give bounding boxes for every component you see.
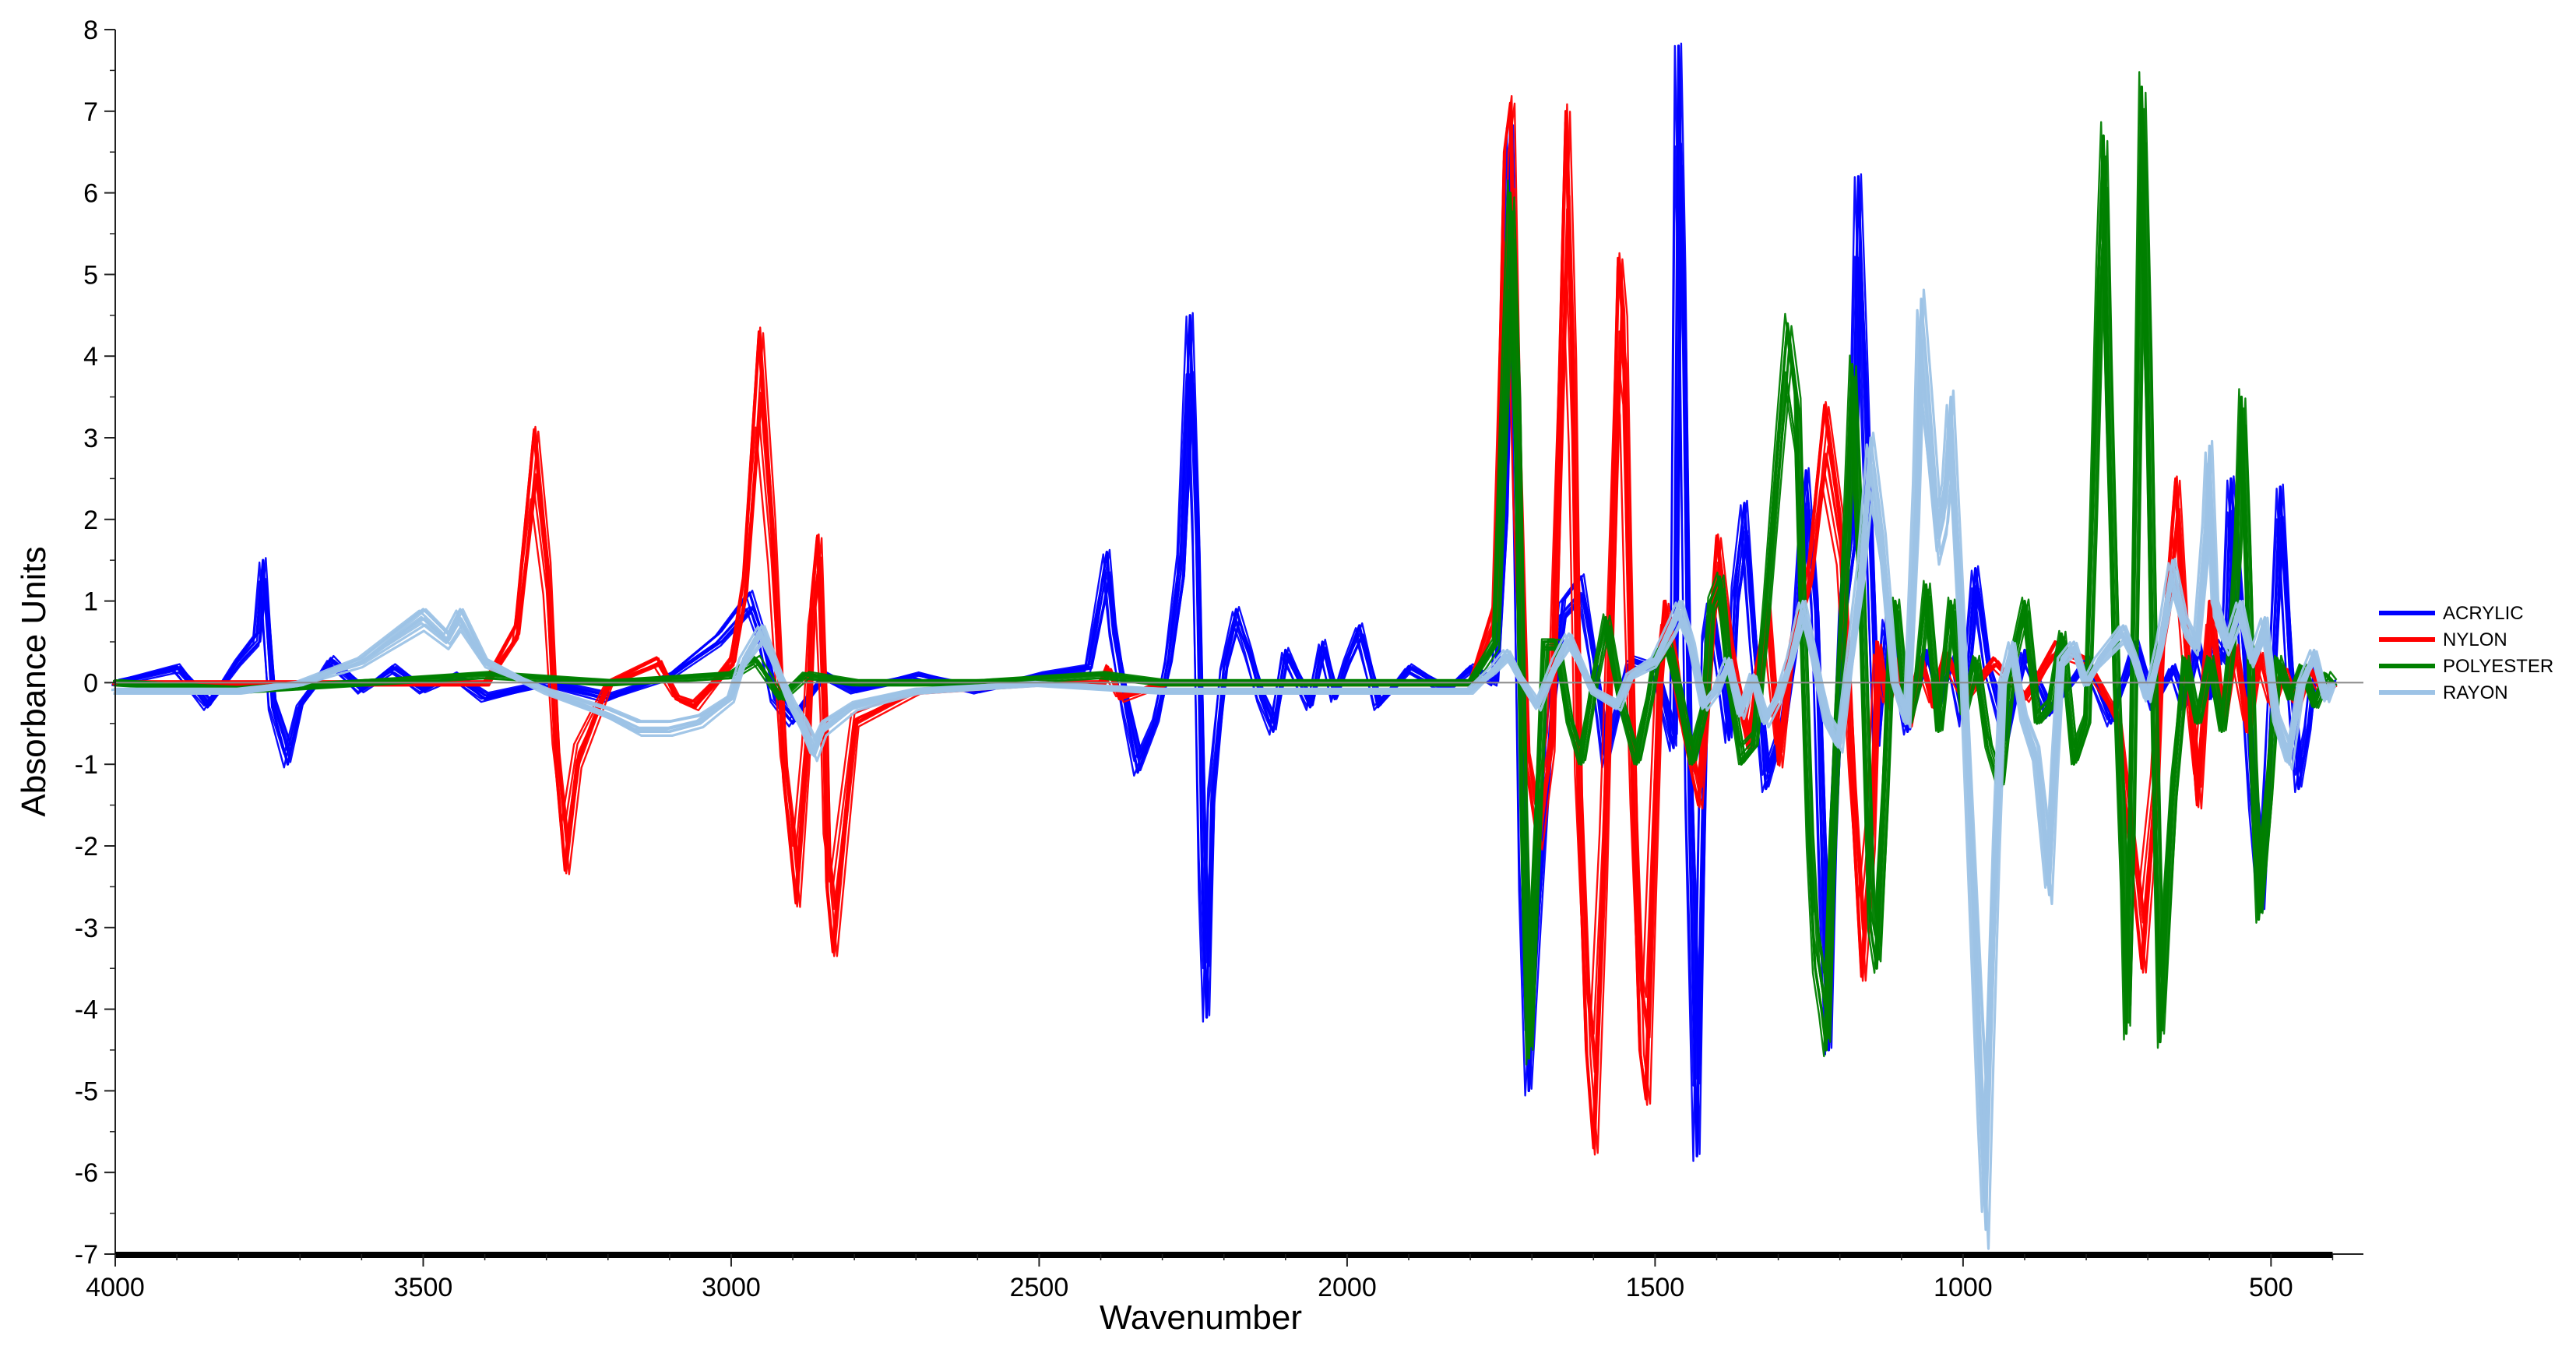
- spectrum-line-polyester: [119, 142, 2338, 1029]
- x-tick-label: 1000: [1934, 1273, 1993, 1302]
- x-tick-label: 2500: [1010, 1273, 1069, 1302]
- spectrum-line-polyester: [117, 107, 2336, 1048]
- spectrum-line-acrylic: [118, 164, 2337, 1066]
- x-tick-label: 500: [2249, 1273, 2293, 1302]
- y-axis-ticks: -7 -6 -5 -4 -3 -2 -1 0 1 2 3 4 5 6 7 8: [75, 16, 115, 1270]
- legend: ACRYLIC NYLON POLYESTER RAYON: [2379, 603, 2553, 703]
- spectrum-line-acrylic: [118, 143, 2336, 1085]
- series-acrylic: [111, 42, 2337, 1162]
- y-tick-label: -1: [75, 750, 98, 780]
- y-axis-title: Absorbance Units: [15, 546, 53, 816]
- spectrum-line-acrylic: [114, 44, 2334, 1157]
- legend-label-polyester: POLYESTER: [2443, 656, 2553, 677]
- spectrum-line-rayon: [113, 372, 2332, 1124]
- y-tick-label: -2: [75, 832, 98, 862]
- y-tick-label: 3: [83, 424, 98, 453]
- y-tick-label: 0: [83, 668, 98, 698]
- x-tick-label: 4000: [86, 1273, 145, 1302]
- legend-label-rayon: RAYON: [2443, 682, 2508, 703]
- spectrum-line-rayon: [115, 298, 2335, 1231]
- y-tick-label: -5: [75, 1076, 98, 1106]
- legend-label-nylon: NYLON: [2443, 629, 2507, 650]
- spectrum-line-rayon: [117, 379, 2336, 1115]
- series-nylon: [112, 95, 2338, 1156]
- y-tick-label: 8: [83, 16, 98, 45]
- spectrum-line-acrylic: [116, 164, 2335, 1073]
- x-tick-label: 3500: [394, 1273, 453, 1302]
- series-rayon: [111, 288, 2337, 1250]
- spectrum-line-acrylic: [118, 173, 2337, 1057]
- y-tick-label: 6: [83, 179, 98, 209]
- x-tick-label: 2000: [1318, 1273, 1377, 1302]
- y-tick-label: 1: [83, 587, 98, 617]
- y-tick-label: -7: [75, 1240, 98, 1270]
- y-tick-label: 4: [83, 342, 98, 372]
- y-tick-label: -3: [75, 914, 98, 943]
- x-axis-title: Wavenumber: [1100, 1298, 1302, 1337]
- spectrum-line-rayon: [111, 308, 2330, 1214]
- x-tick-label: 1500: [1626, 1273, 1685, 1302]
- x-axis-ticks: 4000 3500 3000 2500 2000 1500 1000 500: [86, 1254, 2334, 1302]
- x-tick-label: 3000: [702, 1273, 761, 1302]
- spectrum-line-polyester: [118, 91, 2338, 1052]
- y-tick-label: 5: [83, 260, 98, 290]
- spectrum-line-nylon: [119, 102, 2338, 1154]
- spectrum-line-polyester: [114, 85, 2334, 1060]
- spectrum-line-nylon: [114, 113, 2333, 1137]
- spectra-curves: [111, 42, 2338, 1250]
- y-tick-label: -4: [75, 995, 98, 1025]
- y-tick-label: 7: [83, 97, 98, 127]
- y-tick-label: 2: [83, 506, 98, 535]
- spectrum-line-rayon: [118, 288, 2337, 1250]
- spectrum-line-acrylic: [114, 147, 2334, 1080]
- legend-label-acrylic: ACRYLIC: [2443, 603, 2524, 624]
- series-polyester: [112, 71, 2338, 1066]
- y-tick-label: -6: [75, 1158, 98, 1188]
- spectrum-line-acrylic: [118, 42, 2336, 1155]
